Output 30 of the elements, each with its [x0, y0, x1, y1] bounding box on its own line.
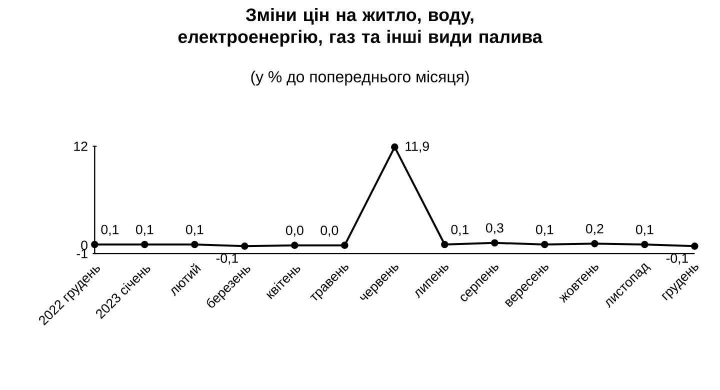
- data-label: 0,0: [286, 226, 304, 237]
- data-label: 0,1: [451, 224, 469, 236]
- data-label: 0,1: [136, 224, 154, 236]
- point: [241, 242, 248, 250]
- y-tick-label: 0: [81, 240, 88, 250]
- point: [541, 240, 548, 248]
- data-label: 0,3: [486, 223, 504, 234]
- y-tick-label: 12: [74, 142, 88, 151]
- point: [691, 242, 698, 250]
- data-label: 0,1: [636, 224, 654, 236]
- data-label: 0,1: [101, 224, 119, 236]
- point: [291, 242, 298, 249]
- chart-title: Зміни цін на житло, воду, електроенергію, газ та інші види палива: [178, 8, 542, 47]
- point: [641, 240, 648, 248]
- point: [141, 240, 148, 248]
- data-label: 0,1: [536, 224, 554, 236]
- data-label: 0,1: [186, 224, 204, 236]
- point: [391, 143, 398, 151]
- point: [491, 239, 498, 247]
- data-label: -0,1: [216, 254, 238, 264]
- data-label: 11,9: [406, 142, 429, 153]
- data-label: -0,1: [666, 254, 688, 264]
- data-label: 0,0: [320, 226, 338, 237]
- point: [591, 240, 598, 248]
- chart-subtitle: (у % до попереднього місяця): [251, 70, 469, 86]
- point: [341, 242, 348, 249]
- point: [91, 240, 98, 248]
- point: [191, 240, 198, 248]
- data-label: 0,2: [586, 224, 604, 236]
- point: [441, 240, 448, 248]
